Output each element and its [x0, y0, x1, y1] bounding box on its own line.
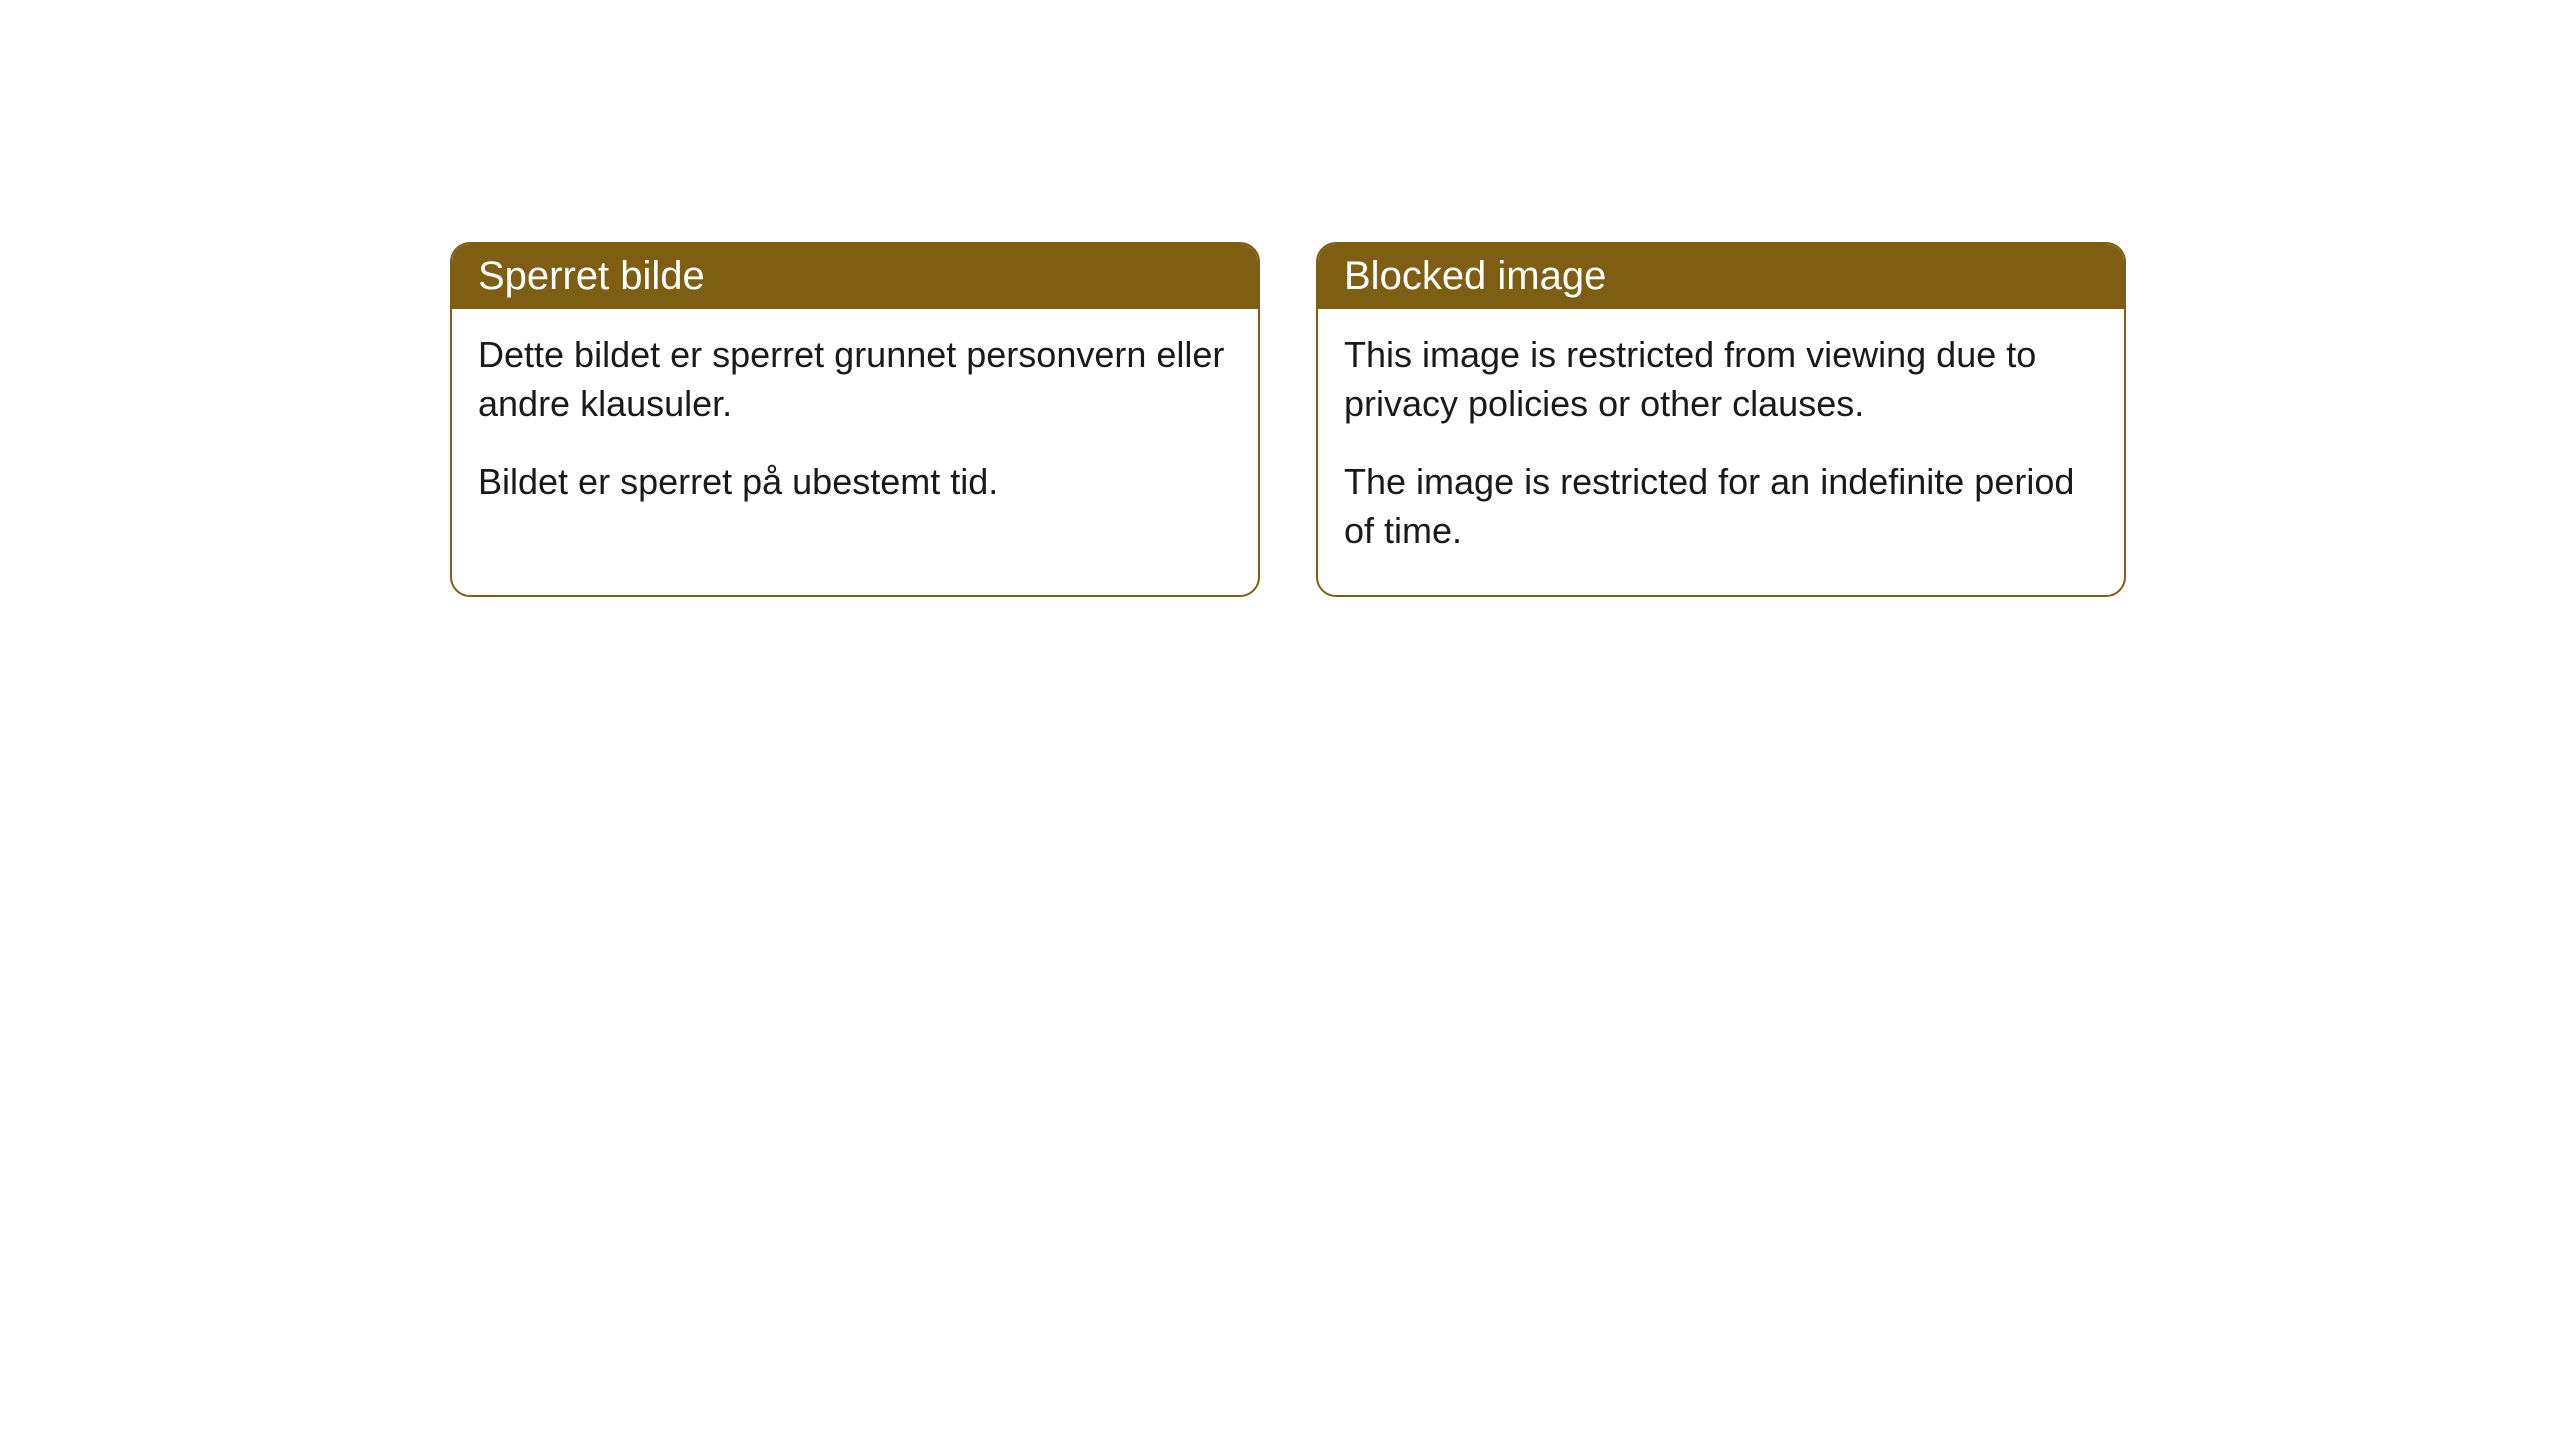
card-header-english: Blocked image [1318, 244, 2124, 309]
card-paragraph: The image is restricted for an indefinit… [1344, 458, 2098, 555]
notice-container: Sperret bilde Dette bildet er sperret gr… [0, 0, 2560, 597]
card-body-english: This image is restricted from viewing du… [1318, 309, 2124, 595]
card-paragraph: Bildet er sperret på ubestemt tid. [478, 458, 1232, 507]
notice-card-norwegian: Sperret bilde Dette bildet er sperret gr… [450, 242, 1260, 597]
notice-card-english: Blocked image This image is restricted f… [1316, 242, 2126, 597]
card-title: Blocked image [1344, 254, 1606, 298]
card-title: Sperret bilde [478, 254, 705, 298]
card-paragraph: This image is restricted from viewing du… [1344, 331, 2098, 428]
card-body-norwegian: Dette bildet er sperret grunnet personve… [452, 309, 1258, 547]
card-header-norwegian: Sperret bilde [452, 244, 1258, 309]
card-paragraph: Dette bildet er sperret grunnet personve… [478, 331, 1232, 428]
